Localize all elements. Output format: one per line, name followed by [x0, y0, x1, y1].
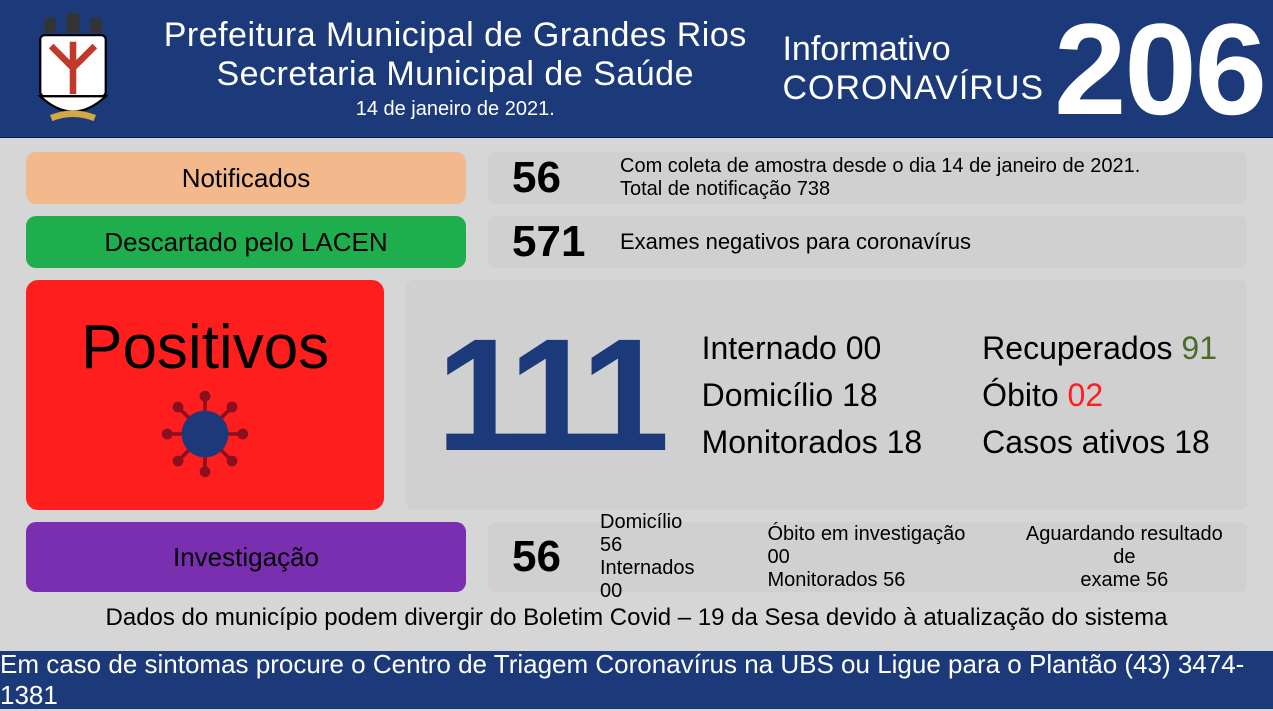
positivos-box: 111 Internado 00 Domicílio 18 Monitorado… [406, 280, 1247, 510]
positivos-domicilio: Domicílio 18 [702, 377, 923, 414]
descartado-label: Descartado pelo LACEN [104, 227, 387, 258]
header-title-block: Prefeitura Municipal de Grandes Rios Sec… [148, 16, 762, 121]
footer-text: Em caso de sintomas procure o Centro de … [0, 649, 1273, 711]
notificados-count: 56 [512, 153, 592, 203]
investigacao-internados: Internados 00 [600, 557, 707, 603]
investigacao-details: Domicílio 56 Internados 00 Óbito em inve… [600, 511, 1223, 603]
virus-icon [160, 389, 250, 479]
content: Notificados 56 Com coleta de amostra des… [0, 138, 1273, 632]
investigacao-monitorados: Monitorados 56 [767, 569, 965, 592]
investigacao-group1: Domicílio 56 Internados 00 [600, 511, 707, 603]
notificados-box: 56 Com coleta de amostra desde o dia 14 … [488, 152, 1247, 204]
header-title-line1: Prefeitura Municipal de Grandes Rios [148, 16, 762, 55]
descartado-pill: Descartado pelo LACEN [26, 216, 466, 268]
positivos-monitorados: Monitorados 18 [702, 424, 923, 461]
positivos-recuperados: Recuperados 91 [982, 330, 1217, 367]
notificados-desc-line2: Total de notificação 738 [620, 178, 1140, 201]
investigacao-aguardando1: Aguardando resultado de [1026, 523, 1223, 569]
header-date: 14 de janeiro de 2021. [148, 98, 762, 121]
investigacao-aguardando2: exame 56 [1026, 569, 1223, 592]
positivos-col2: Recuperados 91 Óbito 02 Casos ativos 18 [982, 330, 1217, 461]
positivos-columns: Internado 00 Domicílio 18 Monitorados 18… [702, 330, 1217, 461]
header: Prefeitura Municipal de Grandes Rios Sec… [0, 0, 1273, 138]
positivos-label: Positivos [81, 312, 329, 383]
header-info-block: Informativo CORONAVÍRUS [782, 30, 1044, 108]
investigacao-box: 56 Domicílio 56 Internados 00 Óbito em i… [488, 522, 1247, 592]
positivos-card: Positivos [26, 280, 384, 510]
descartado-desc: Exames negativos para coronavírus [620, 229, 971, 255]
header-info-line1: Informativo [782, 30, 1044, 69]
header-right: Informativo CORONAVÍRUS 206 [782, 4, 1255, 134]
investigacao-domicilio: Domicílio 56 [600, 511, 707, 557]
notificados-desc: Com coleta de amostra desde o dia 14 de … [620, 155, 1140, 201]
row-positivos: Positivos 111 [26, 280, 1247, 510]
investigacao-obito: Óbito em investigação 00 [767, 523, 965, 569]
positivos-col1: Internado 00 Domicílio 18 Monitorados 18 [702, 330, 923, 461]
row-descartado: Descartado pelo LACEN 571 Exames negativ… [26, 216, 1247, 268]
notificados-pill: Notificados [26, 152, 466, 204]
header-info-line2: CORONAVÍRUS [782, 69, 1044, 108]
bulletin-number: 206 [1054, 4, 1265, 134]
investigacao-pill: Investigação [26, 522, 466, 592]
investigacao-group3: Aguardando resultado de exame 56 [1026, 523, 1223, 592]
row-investigacao: Investigação 56 Domicílio 56 Internados … [26, 522, 1247, 592]
investigacao-label: Investigação [173, 542, 319, 573]
notificados-label: Notificados [182, 163, 311, 194]
investigacao-count: 56 [512, 532, 572, 582]
positivos-casos-ativos: Casos ativos 18 [982, 424, 1217, 461]
footer: Em caso de sintomas procure o Centro de … [0, 651, 1273, 709]
descartado-box: 571 Exames negativos para coronavírus [488, 216, 1247, 268]
positivos-count: 111 [436, 315, 661, 475]
notificados-desc-line1: Com coleta de amostra desde o dia 14 de … [620, 155, 1140, 178]
investigacao-group2: Óbito em investigação 00 Monitorados 56 [767, 523, 965, 592]
positivos-obito: Óbito 02 [982, 377, 1217, 414]
disclaimer-note: Dados do município podem divergir do Bol… [26, 604, 1247, 632]
municipal-crest-icon [18, 9, 128, 129]
row-notificados: Notificados 56 Com coleta de amostra des… [26, 152, 1247, 204]
header-title-line2: Secretaria Municipal de Saúde [148, 55, 762, 94]
positivos-internado: Internado 00 [702, 330, 923, 367]
descartado-count: 571 [512, 217, 592, 267]
